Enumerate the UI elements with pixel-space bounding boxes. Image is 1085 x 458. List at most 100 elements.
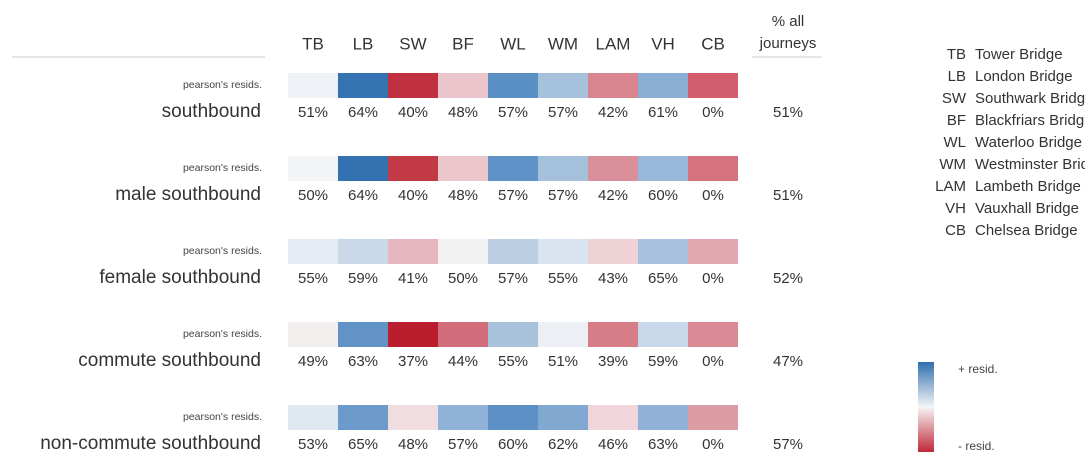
cell-value: 51% (548, 353, 578, 370)
resid-cell (388, 239, 438, 264)
resid-cell (338, 239, 388, 264)
cell-value: 57% (548, 104, 578, 121)
row-label: non-commute southbound (40, 433, 261, 453)
cell-value: 41% (398, 270, 428, 287)
resid-cell (288, 405, 338, 430)
legend-name: Westminster Bridge (975, 156, 1085, 173)
cell-value: 42% (598, 104, 628, 121)
column-header: BF (452, 34, 474, 53)
legend-abbr: CB (945, 222, 966, 239)
resid-label: pearson's resids. (183, 79, 262, 91)
total-header: % all (772, 13, 805, 30)
cell-value: 0% (702, 353, 724, 370)
resid-cell (638, 405, 688, 430)
column-header: CB (701, 34, 725, 53)
cell-value: 59% (348, 270, 378, 287)
resid-cell (488, 322, 538, 347)
cell-value: 59% (648, 353, 678, 370)
cell-value: 65% (348, 436, 378, 453)
row-label: female southbound (99, 267, 261, 288)
resid-cell (688, 239, 738, 264)
cell-value: 57% (498, 270, 528, 287)
cell-value: 65% (648, 270, 678, 287)
column-header: TB (302, 34, 324, 53)
resid-cell (588, 322, 638, 347)
cell-value: 39% (598, 353, 628, 370)
cell-value: 0% (702, 104, 724, 121)
column-header: LB (353, 34, 374, 53)
legend-abbr: VH (945, 200, 966, 217)
legend-name: Southwark Bridge (975, 90, 1085, 107)
legend-name: Waterloo Bridge (975, 134, 1082, 151)
cell-value: 60% (648, 187, 678, 204)
cell-value: 63% (648, 436, 678, 453)
resid-cell (288, 322, 338, 347)
resid-cell (688, 322, 738, 347)
legend-abbr: WL (944, 134, 967, 151)
resid-cell (588, 405, 638, 430)
cell-value: 40% (398, 187, 428, 204)
column-header: WL (500, 34, 526, 53)
cell-value: 57% (548, 187, 578, 204)
resid-label: pearson's resids. (183, 162, 262, 174)
resid-cell (538, 239, 588, 264)
resid-cell (338, 156, 388, 181)
cell-value: 0% (702, 436, 724, 453)
resid-cell (288, 239, 338, 264)
resid-cell (388, 156, 438, 181)
resid-cell (388, 73, 438, 98)
cell-value: 60% (498, 436, 528, 453)
resid-cell (438, 322, 488, 347)
cell-value: 55% (298, 270, 328, 287)
legend-abbr: LAM (935, 178, 966, 195)
resid-label: pearson's resids. (183, 245, 262, 257)
resid-cell (538, 322, 588, 347)
legend-name: London Bridge (975, 68, 1073, 85)
cell-value: 55% (498, 353, 528, 370)
resid-cell (638, 73, 688, 98)
cell-value: 42% (598, 187, 628, 204)
cell-value: 48% (398, 436, 428, 453)
resid-cell (588, 73, 638, 98)
cell-value: 49% (298, 353, 328, 370)
resid-cell (438, 73, 488, 98)
cell-value: 37% (398, 353, 428, 370)
resid-cell (338, 73, 388, 98)
column-header: VH (651, 34, 675, 53)
cell-value: 43% (598, 270, 628, 287)
legend-abbr: TB (947, 46, 966, 63)
legend-abbr: BF (947, 112, 966, 129)
cell-value: 0% (702, 187, 724, 204)
cell-value: 57% (448, 436, 478, 453)
resid-cell (338, 405, 388, 430)
cell-value: 51% (298, 104, 328, 121)
resid-cell (538, 73, 588, 98)
cell-value: 48% (448, 104, 478, 121)
row-label: southbound (162, 101, 261, 122)
resid-cell (288, 156, 338, 181)
scale-minus: - resid. (958, 439, 995, 453)
cell-value: 57% (498, 187, 528, 204)
resid-cell (638, 322, 688, 347)
resid-cell (688, 405, 738, 430)
row-label: male southbound (115, 184, 261, 205)
cell-value: 53% (298, 436, 328, 453)
cell-value: 63% (348, 353, 378, 370)
cell-value: 57% (498, 104, 528, 121)
cell-value: 62% (548, 436, 578, 453)
resid-cell (688, 73, 738, 98)
cell-value: 0% (702, 270, 724, 287)
resid-cell (488, 405, 538, 430)
cell-value: 40% (398, 104, 428, 121)
resid-cell (338, 322, 388, 347)
color-scale (918, 362, 934, 452)
total-value: 52% (773, 270, 803, 287)
resid-cell (488, 73, 538, 98)
cell-value: 44% (448, 353, 478, 370)
resid-cell (388, 322, 438, 347)
cell-value: 48% (448, 187, 478, 204)
cell-value: 50% (298, 187, 328, 204)
legend-name: Tower Bridge (975, 46, 1063, 63)
resid-label: pearson's resids. (183, 328, 262, 340)
